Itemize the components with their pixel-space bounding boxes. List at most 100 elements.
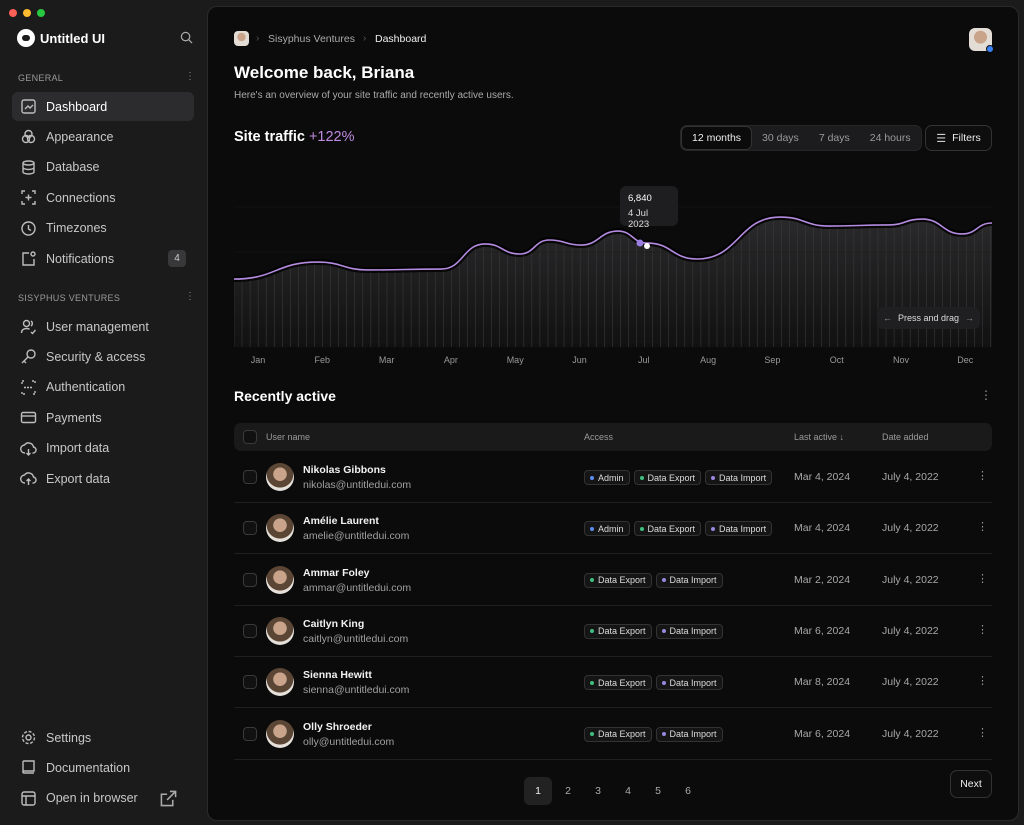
- page-5[interactable]: 5: [655, 785, 661, 797]
- breadcrumb-org[interactable]: Sisyphus Ventures: [268, 33, 355, 45]
- logo[interactable]: Untitled UI: [17, 29, 105, 47]
- sidebar-item-settings[interactable]: Settings: [12, 723, 194, 752]
- logo-icon: [17, 29, 35, 47]
- sidebar-item-label: Authentication: [46, 380, 126, 395]
- key-icon: [21, 349, 36, 364]
- sidebar-item-timezones[interactable]: Timezones: [12, 214, 194, 243]
- col-user-name[interactable]: User name: [266, 432, 311, 442]
- press-and-drag-hint[interactable]: ← Press and drag →: [877, 307, 980, 329]
- access-tag: Data Export: [584, 623, 652, 639]
- status-dot-icon: [711, 475, 716, 480]
- kebab-icon[interactable]: ⋮: [185, 291, 195, 302]
- select-all-checkbox[interactable]: [243, 430, 257, 444]
- sidebar-item-open-in-browser[interactable]: Open in browser: [12, 784, 194, 813]
- page-title: Welcome back, Briana: [234, 63, 415, 82]
- sidebar-item-user-management[interactable]: User management: [12, 312, 194, 341]
- sidebar-item-appearance[interactable]: Appearance: [12, 122, 194, 151]
- tab-7-days[interactable]: 7 days: [818, 132, 850, 144]
- page-6[interactable]: 6: [685, 785, 691, 797]
- tab-30-days[interactable]: 30 days: [762, 132, 799, 144]
- workspace-avatar[interactable]: [234, 31, 249, 46]
- sidebar-item-authentication[interactable]: Authentication: [12, 373, 194, 402]
- access-tags: Admin Data Export Data Import: [584, 470, 773, 485]
- row-checkbox[interactable]: [243, 521, 257, 536]
- row-checkbox[interactable]: [243, 572, 257, 587]
- traffic-chart[interactable]: Jan Feb Mar Apr May Jun Jul Aug Sep Oct Nov Dec: [234, 157, 994, 367]
- table-row[interactable]: Sienna Hewitt sienna@untitledui.com Data…: [234, 657, 992, 709]
- user-avatar[interactable]: [969, 28, 994, 53]
- access-tag-label: Data Import: [669, 677, 717, 688]
- row-menu-icon[interactable]: ⋮: [977, 470, 988, 482]
- row-menu-icon[interactable]: ⋮: [977, 675, 988, 688]
- sidebar-item-connections[interactable]: Connections: [12, 183, 194, 212]
- user-name: Amélie Laurent: [303, 515, 379, 528]
- tab-12-months[interactable]: 12 months: [681, 126, 753, 150]
- sidebar-item-notifications[interactable]: Notifications 4: [12, 244, 194, 273]
- access-tag-label: Data Import: [719, 472, 767, 483]
- app-name: Untitled UI: [40, 30, 105, 46]
- row-checkbox[interactable]: [243, 726, 257, 741]
- next-button[interactable]: Next: [950, 770, 992, 798]
- status-dot-icon: [590, 629, 594, 634]
- user-name: Nikolas Gibbons: [303, 464, 386, 476]
- row-menu-icon[interactable]: ⋮: [977, 521, 988, 534]
- chart-icon: [21, 99, 36, 114]
- kebab-icon[interactable]: ⋮: [185, 71, 195, 82]
- tab-24-hours[interactable]: 24 hours: [869, 132, 911, 144]
- search-icon[interactable]: [180, 31, 193, 44]
- col-date-added[interactable]: Date added: [882, 432, 929, 442]
- table-header: User name Access Last active ↓ Date adde…: [234, 423, 992, 451]
- sidebar-item-dashboard[interactable]: Dashboard: [12, 92, 194, 121]
- access-tag: Data Import: [655, 572, 723, 588]
- sidebar-item-export-data[interactable]: Export data: [12, 464, 194, 493]
- sidebar-item-security-access[interactable]: Security & access: [12, 342, 194, 371]
- sidebar-item-database[interactable]: Database: [12, 153, 194, 182]
- x-tick-label: Dec: [957, 355, 974, 365]
- table-row[interactable]: Olly Shroeder olly@untitledui.com Data E…: [234, 709, 992, 760]
- window-controls[interactable]: [9, 9, 45, 17]
- access-tag: Data Export: [584, 675, 652, 691]
- filters-button[interactable]: ☰ Filters: [925, 125, 992, 151]
- col-last-active[interactable]: Last active ↓: [794, 432, 844, 442]
- page-2[interactable]: 2: [565, 785, 571, 797]
- external-link-icon[interactable]: [160, 790, 177, 807]
- sidebar-item-import-data[interactable]: Import data: [12, 434, 194, 463]
- page-3[interactable]: 3: [595, 785, 601, 797]
- page-4[interactable]: 4: [625, 785, 631, 797]
- table-row[interactable]: Ammar Foley ammar@untitledui.com Data Ex…: [234, 555, 992, 606]
- area-fill: [234, 217, 992, 347]
- status-dot-icon: [590, 475, 594, 480]
- page-1[interactable]: 1: [524, 777, 552, 805]
- table-row[interactable]: Nikolas Gibbons nikolas@untitledui.com A…: [234, 452, 992, 503]
- breadcrumb-current[interactable]: Dashboard: [375, 33, 427, 45]
- filters-label: Filters: [952, 132, 981, 144]
- kebab-icon[interactable]: ⋮: [980, 388, 992, 402]
- row-menu-icon[interactable]: ⋮: [977, 623, 988, 636]
- sidebar-item-documentation[interactable]: Documentation: [12, 753, 194, 782]
- arrow-right-icon: →: [965, 313, 975, 323]
- close-button[interactable]: [9, 9, 17, 17]
- row-checkbox[interactable]: [243, 675, 257, 690]
- sidebar-item-label: Timezones: [46, 221, 107, 236]
- date-added: July 4, 2022: [882, 573, 939, 586]
- zoom-button[interactable]: [37, 9, 45, 17]
- avatar: [266, 616, 294, 645]
- status-dot-icon: [639, 526, 644, 531]
- row-checkbox[interactable]: [243, 470, 257, 484]
- row-checkbox[interactable]: [243, 623, 257, 638]
- row-menu-icon[interactable]: ⋮: [977, 572, 988, 585]
- section-label-org: SISYPHUS VENTURES: [18, 293, 121, 303]
- access-tag-label: Data Export: [598, 626, 646, 637]
- col-access[interactable]: Access: [584, 432, 614, 442]
- table-row[interactable]: Amélie Laurent amelie@untitledui.com Adm…: [234, 503, 992, 555]
- date-added: July 4, 2022: [882, 471, 939, 483]
- table-row[interactable]: Caitlyn King caitlyn@untitledui.com Data…: [234, 606, 992, 657]
- access-tag: Data Import: [705, 470, 773, 485]
- arrow-left-icon: ←: [882, 313, 892, 323]
- cloud-download-icon: [20, 441, 37, 456]
- row-menu-icon[interactable]: ⋮: [977, 726, 988, 739]
- sidebar-item-payments[interactable]: Payments: [12, 403, 194, 432]
- minimize-button[interactable]: [23, 9, 31, 17]
- users-icon: [20, 319, 37, 335]
- x-tick-label: Apr: [444, 355, 458, 365]
